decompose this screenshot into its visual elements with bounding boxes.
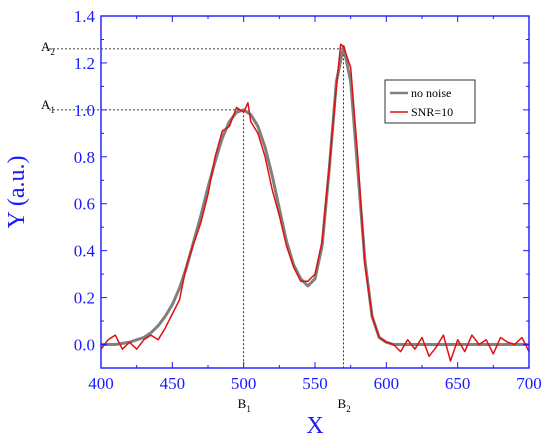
y-tick-label: 0.8 [74,148,95,167]
legend-label-no-noise: no noise [411,86,451,100]
y-tick-label: 1.0 [74,101,95,120]
y-tick-label: 1.2 [74,54,95,73]
x-tick-label: 700 [516,374,542,393]
x-tick-label: 600 [374,374,400,393]
series-line-snr10 [100,43,530,362]
y-tick-label: 0.0 [74,336,95,355]
legend: no noise SNR=10 [384,79,476,124]
annotation-a1: A1 [41,97,55,115]
x-tick-label: 500 [231,374,257,393]
annotation-a2: A2 [41,39,55,57]
y-tick-label: 1.4 [74,7,96,26]
series-line-no-noise [101,45,529,346]
x-axis-title: X [306,413,323,439]
series-layer [100,43,530,362]
x-tick-label: 450 [160,374,186,393]
annotation-b2: B2 [338,396,351,414]
y-axis-title: Y (a.u.) [4,155,30,228]
legend-label-snr10: SNR=10 [411,105,453,119]
annotation-labels: A2 A1 B1 B2 [41,39,351,414]
y-tick-label: 0.2 [74,289,95,308]
x-tick-label: 400 [88,374,114,393]
annotation-b1: B1 [238,396,251,414]
x-tick-label: 550 [302,374,328,393]
legend-box [384,79,476,124]
y-tick-label: 0.6 [74,195,95,214]
guide-a1-b1 [49,109,245,368]
x-tick-label: 650 [445,374,471,393]
ticks: 400 450 500 550 600 650 700 0.0 0.2 0.4 0.6 0.8 1.0 1… [74,7,542,393]
annotation-guides [49,48,344,368]
y-tick-label: 0.4 [74,242,96,261]
